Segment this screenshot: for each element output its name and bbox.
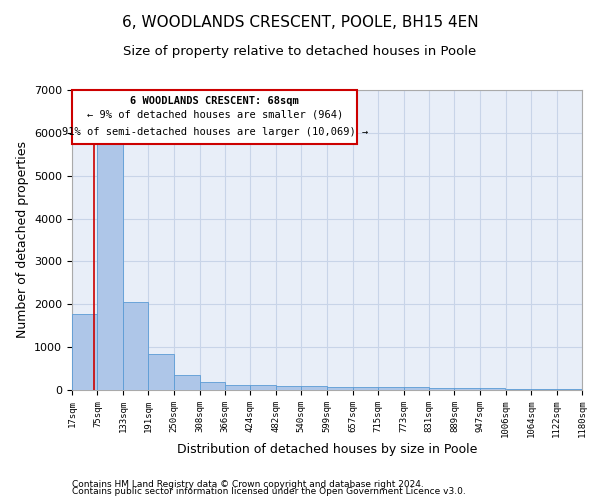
Text: 6, WOODLANDS CRESCENT, POOLE, BH15 4EN: 6, WOODLANDS CRESCENT, POOLE, BH15 4EN bbox=[122, 15, 478, 30]
Bar bbox=[148, 354, 174, 390]
Bar bbox=[72, 314, 97, 390]
Bar bbox=[276, 386, 301, 390]
Y-axis label: Number of detached properties: Number of detached properties bbox=[16, 142, 29, 338]
Text: Size of property relative to detached houses in Poole: Size of property relative to detached ho… bbox=[124, 45, 476, 58]
Bar bbox=[454, 388, 480, 390]
Text: Contains HM Land Registry data © Crown copyright and database right 2024.: Contains HM Land Registry data © Crown c… bbox=[72, 480, 424, 489]
Bar bbox=[404, 387, 429, 390]
Bar bbox=[480, 388, 505, 390]
Bar bbox=[429, 388, 454, 390]
Bar bbox=[174, 375, 200, 390]
Bar bbox=[200, 382, 225, 390]
Text: 91% of semi-detached houses are larger (10,069) →: 91% of semi-detached houses are larger (… bbox=[62, 127, 368, 137]
Bar bbox=[123, 302, 148, 390]
Text: 6 WOODLANDS CRESCENT: 68sqm: 6 WOODLANDS CRESCENT: 68sqm bbox=[130, 96, 299, 106]
X-axis label: Distribution of detached houses by size in Poole: Distribution of detached houses by size … bbox=[177, 443, 477, 456]
Bar bbox=[531, 389, 557, 390]
Bar bbox=[97, 142, 123, 390]
Bar bbox=[506, 388, 531, 390]
FancyBboxPatch shape bbox=[72, 90, 358, 144]
Bar bbox=[250, 386, 276, 390]
Bar bbox=[301, 386, 327, 390]
Bar bbox=[225, 385, 250, 390]
Bar bbox=[557, 389, 582, 390]
Bar bbox=[378, 387, 404, 390]
Bar bbox=[353, 387, 378, 390]
Bar bbox=[327, 386, 353, 390]
Text: Contains public sector information licensed under the Open Government Licence v3: Contains public sector information licen… bbox=[72, 488, 466, 496]
Text: ← 9% of detached houses are smaller (964): ← 9% of detached houses are smaller (964… bbox=[86, 110, 343, 120]
